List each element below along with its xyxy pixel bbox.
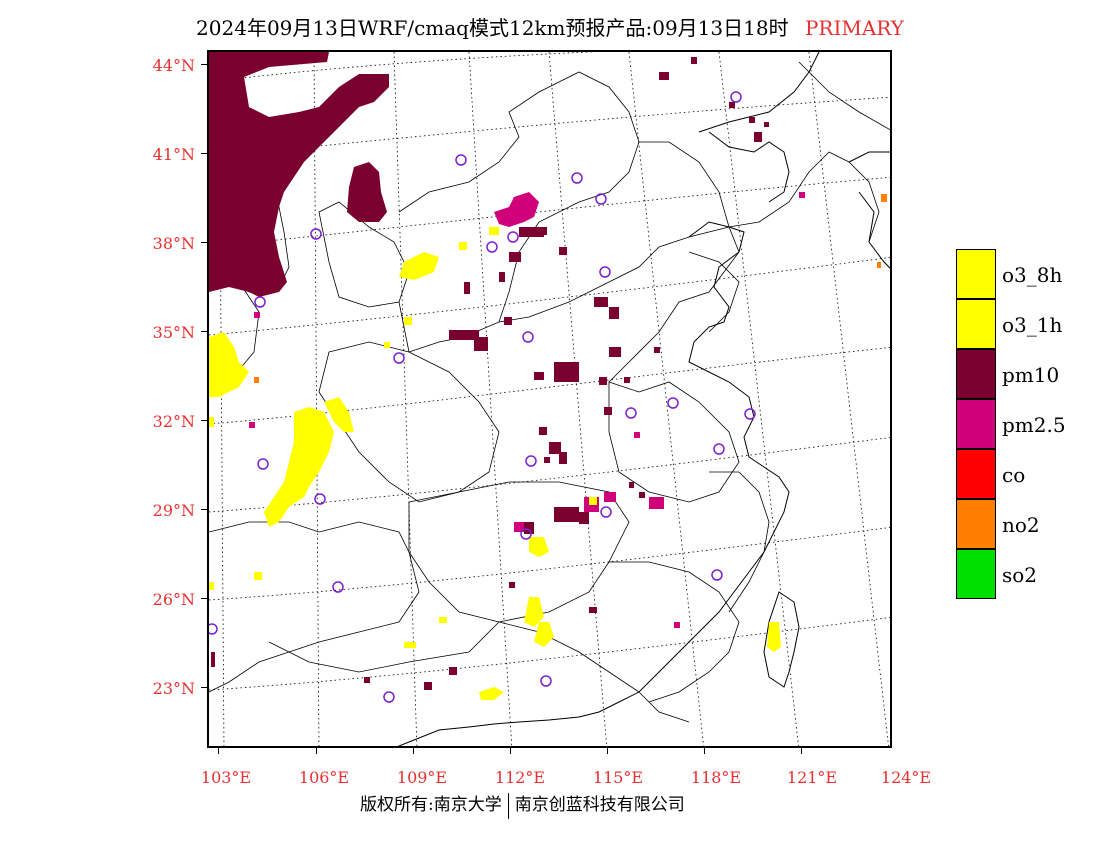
lon-label-103: 103°E <box>200 768 252 787</box>
legend-label: pm2.5 <box>1002 413 1066 437</box>
copyright-company: 南京创蓝科技有限公司 <box>514 795 685 815</box>
lon-label-109: 109°E <box>396 768 448 787</box>
map-title: 2024年09月13日WRF/cmaq模式12km预报产品:09月13日18时 … <box>0 12 1100 41</box>
lon-tick <box>413 748 414 754</box>
legend-label: pm10 <box>1002 363 1060 387</box>
title-main: 2024年09月13日WRF/cmaq模式12km预报产品:09月13日18时 <box>196 16 789 40</box>
lon-label-106: 106°E <box>298 768 350 787</box>
lat-tick <box>201 509 207 510</box>
o3-areas <box>209 227 781 700</box>
lat-tick <box>201 153 207 154</box>
title-pollutant-type: PRIMARY <box>804 16 904 40</box>
copyright-owner: 版权所有:南京大学 <box>360 795 502 815</box>
lon-tick <box>218 748 219 754</box>
coastline <box>397 52 890 746</box>
lon-label-112: 112°E <box>494 768 546 787</box>
lon-label-124: 124°E <box>880 768 932 787</box>
legend-swatch <box>956 449 996 499</box>
lat-tick <box>201 687 207 688</box>
no2-areas <box>254 194 887 383</box>
lon-tick <box>316 748 317 754</box>
lat-tick <box>201 242 207 243</box>
legend-swatch <box>956 549 996 599</box>
legend-label: co <box>1002 463 1026 487</box>
lat-tick <box>201 598 207 599</box>
legend-swatch <box>956 299 996 349</box>
map-canvas <box>209 52 890 746</box>
lat-label-29: 29°N <box>152 501 195 520</box>
lat-tick <box>201 331 207 332</box>
legend-label: no2 <box>1002 513 1040 537</box>
legend-swatch <box>956 399 996 449</box>
legend-label: o3_1h <box>1002 313 1063 337</box>
lat-label-44: 44°N <box>152 56 195 75</box>
footer-separator <box>507 792 509 819</box>
lat-label-23: 23°N <box>152 679 195 698</box>
lon-label-121: 121°E <box>786 768 838 787</box>
lon-tick <box>607 748 608 754</box>
legend-swatch <box>956 249 996 299</box>
lat-label-32: 32°N <box>152 412 195 431</box>
lon-tick <box>510 748 511 754</box>
station-markers <box>209 91 756 703</box>
legend-swatch <box>956 499 996 549</box>
lat-label-38: 38°N <box>152 234 195 253</box>
lat-tick <box>201 64 207 65</box>
lat-label-41: 41°N <box>152 145 195 164</box>
lon-label-115: 115°E <box>592 768 644 787</box>
copyright-footer: 版权所有:南京大学 南京创蓝科技有限公司 <box>360 790 685 819</box>
pm10-areas <box>209 52 769 690</box>
lat-tick <box>201 420 207 421</box>
lon-label-118: 118°E <box>690 768 742 787</box>
lon-tick <box>801 748 802 754</box>
legend-swatch <box>956 349 996 399</box>
legend-label: so2 <box>1002 563 1038 587</box>
province-boundaries <box>209 61 890 723</box>
lat-label-26: 26°N <box>152 590 195 609</box>
lon-tick <box>704 748 705 754</box>
forecast-map <box>207 50 892 748</box>
lat-label-35: 35°N <box>152 323 195 342</box>
graticule <box>209 52 890 746</box>
legend-label: o3_8h <box>1002 263 1063 287</box>
